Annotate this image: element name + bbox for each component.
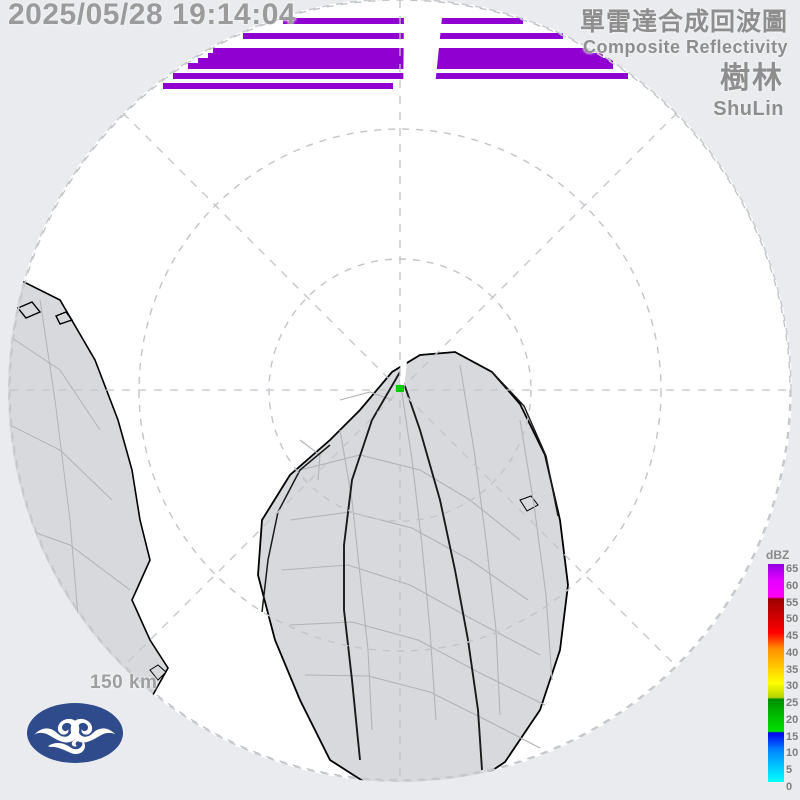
dbz-colorbar[interactable]: dBZ 65 60 55 50 45 40 35 30 25 20 15 10 5 0 bbox=[766, 548, 800, 793]
colorbar-tick-35: 35 bbox=[786, 663, 799, 676]
product-title-zh: 單雷達合成回波圖 bbox=[579, 8, 788, 36]
cwa-logo[interactable] bbox=[26, 702, 124, 764]
product-title-en: Composite Reflectivity bbox=[582, 36, 788, 57]
colorbar-tick-55: 55 bbox=[786, 596, 799, 609]
colorbar-tick-30: 30 bbox=[786, 680, 799, 693]
colorbar-tick-45: 45 bbox=[786, 630, 799, 643]
colorbar-gradient bbox=[768, 564, 784, 782]
station-name-zh: 樹林 bbox=[720, 62, 784, 95]
colorbar-tick-60: 60 bbox=[786, 579, 799, 592]
colorbar-tick-25: 25 bbox=[786, 697, 799, 710]
colorbar-tick-0: 0 bbox=[786, 781, 793, 793]
colorbar-tick-15: 15 bbox=[786, 730, 799, 743]
colorbar-tick-40: 40 bbox=[786, 646, 799, 659]
station-block: 樹林 ShuLin bbox=[713, 62, 784, 121]
range-ring-label: 150 km bbox=[90, 672, 158, 693]
station-name-en: ShuLin bbox=[713, 97, 784, 120]
radar-site-marker bbox=[396, 385, 404, 392]
no-data-wedges bbox=[400, 0, 452, 390]
colorbar-tick-10: 10 bbox=[786, 747, 799, 760]
colorbar-tick-65: 65 bbox=[786, 563, 799, 575]
title-block: 單雷達合成回波圖 Composite Reflectivity bbox=[580, 8, 788, 58]
colorbar-tick-50: 50 bbox=[786, 613, 799, 626]
radar-range-boundary bbox=[8, 0, 792, 782]
colorbar-ticks: 65 60 55 50 45 40 35 30 25 20 15 10 5 0 bbox=[786, 558, 800, 793]
colorbar-tick-20: 20 bbox=[786, 713, 799, 726]
colorbar-unit-label: dBZ bbox=[766, 548, 790, 562]
observation-timestamp: 2025/05/28 19:14:04 bbox=[8, 0, 297, 31]
colorbar-tick-5: 5 bbox=[786, 764, 793, 777]
